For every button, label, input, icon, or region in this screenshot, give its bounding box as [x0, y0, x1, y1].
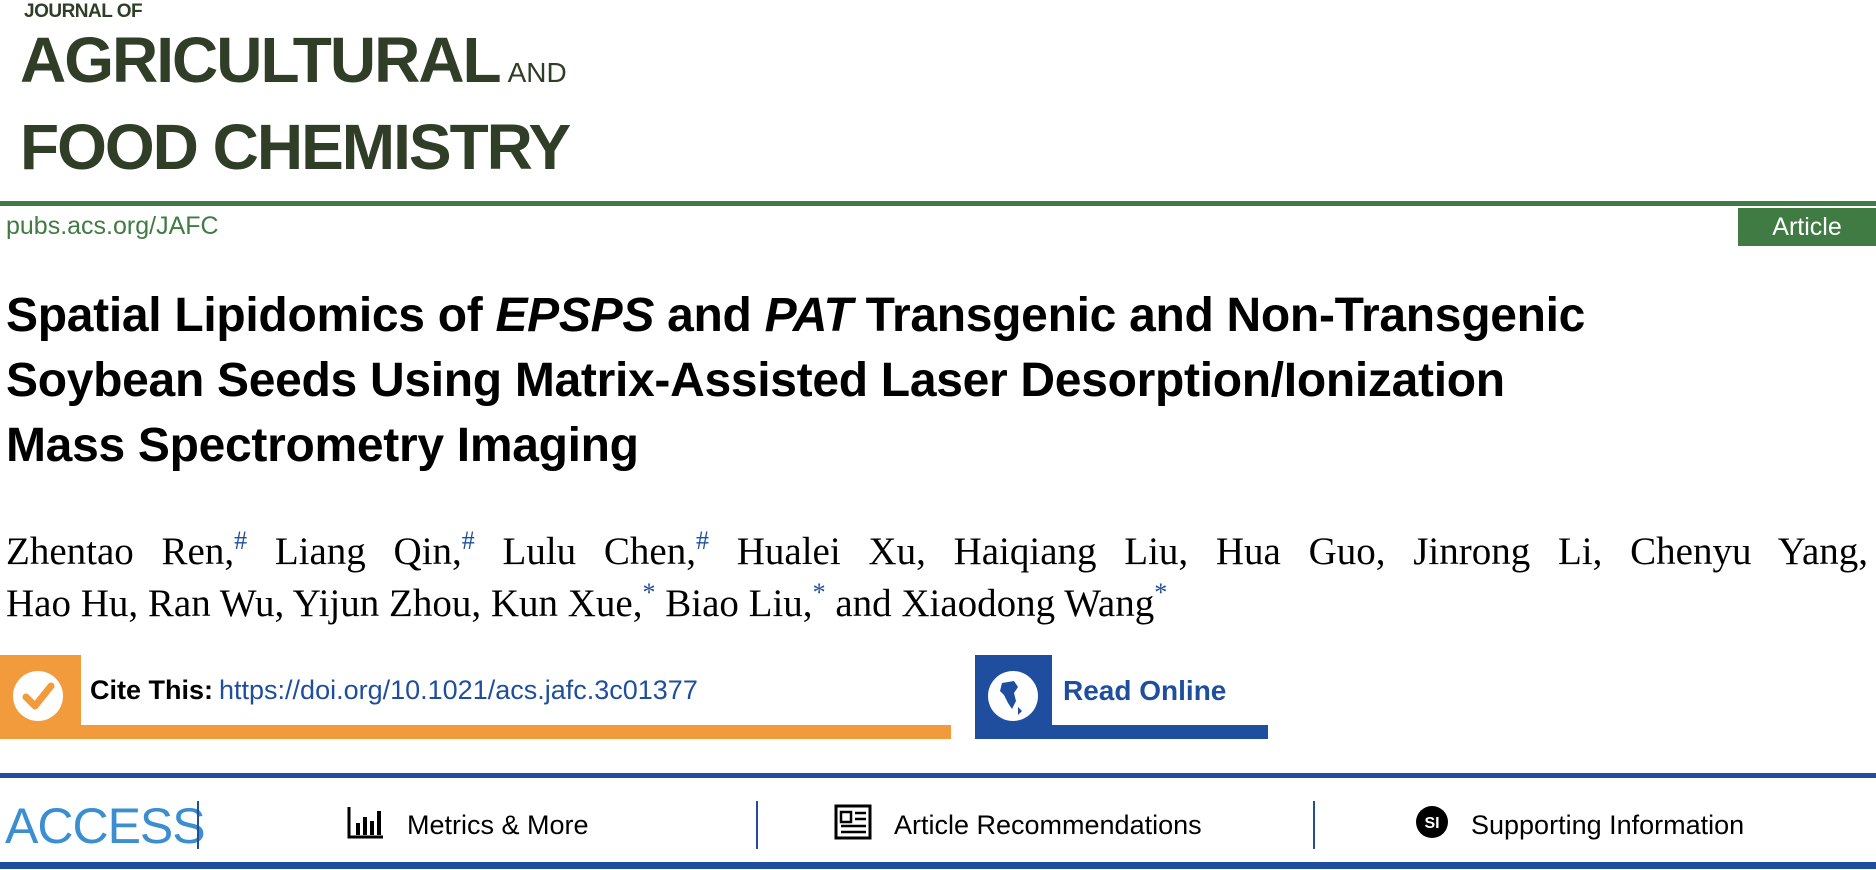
metrics-more-link[interactable]: Metrics & More	[347, 805, 589, 845]
read-online-label: Read Online	[1063, 675, 1227, 706]
author-list: Zhentao Ren,# Liang Qin,# Lulu Chen,# Hu…	[6, 526, 1868, 630]
title-text: and	[654, 289, 765, 342]
author-name-text: Zhentao Ren,	[6, 530, 235, 573]
author-name[interactable]: Ran Wu,	[148, 582, 284, 625]
logo-agricultural: AGRICULTURAL AND	[20, 23, 569, 110]
metrics-more-label: Metrics & More	[407, 809, 589, 840]
supporting-information-label: Supporting Information	[1471, 809, 1745, 840]
read-online-icon-box	[975, 655, 1052, 739]
author-name-text: Yijun Zhou,	[292, 582, 482, 625]
title-gene-epsps: EPSPS	[495, 289, 655, 342]
author-name-text: Ran Wu,	[147, 582, 285, 625]
corresponding-author-mark[interactable]: *	[642, 578, 656, 607]
title-text: Transgenic and Non-Transgenic	[852, 289, 1586, 342]
cite-this-text: Cite This:	[90, 675, 214, 705]
author-name[interactable]: Hua Guo,	[1216, 530, 1386, 573]
title-line-1: Spatial Lipidomics of EPSPS and PAT Tran…	[6, 283, 1585, 348]
equal-contribution-mark[interactable]: #	[461, 526, 475, 555]
access-divider	[756, 801, 758, 849]
corresponding-author-mark[interactable]: *	[1154, 578, 1168, 607]
article-type-badge: Article	[1738, 208, 1876, 246]
journal-logo[interactable]: JOURNAL OF AGRICULTURAL AND FOOD CHEMISTR…	[20, 0, 571, 185]
access-bottom-divider	[0, 862, 1876, 869]
author-name-text: Jinrong Li,	[1413, 530, 1603, 573]
author-name-text: and Xiaodong Wang	[835, 582, 1155, 625]
svg-text:SI: SI	[1424, 815, 1439, 832]
author-name-text: Lulu Chen,	[502, 530, 696, 573]
access-divider	[197, 801, 199, 849]
title-line-3: Mass Spectrometry Imaging	[6, 419, 639, 472]
title-line-2: Soybean Seeds Using Matrix-Assisted Lase…	[6, 354, 1505, 407]
author-name[interactable]: Kun Xue,*	[490, 578, 656, 625]
author-name[interactable]: Hao Hu,	[6, 582, 138, 625]
title-text: Spatial Lipidomics of	[6, 289, 496, 342]
checkmark-icon	[13, 671, 63, 721]
author-name[interactable]: Yijun Zhou,	[293, 582, 482, 625]
author-line-2: Hao Hu, Ran Wu, Yijun Zhou, Kun Xue,* Bi…	[6, 578, 1868, 630]
author-name-text: Biao Liu,	[665, 582, 813, 625]
globe-icon	[988, 671, 1038, 721]
equal-contribution-mark[interactable]: #	[234, 526, 248, 555]
logo-agricultural-text: AGRICULTURAL	[20, 24, 502, 96]
read-online-button[interactable]: Read Online	[975, 655, 1268, 739]
author-line-1: Zhentao Ren,# Liang Qin,# Lulu Chen,# Hu…	[6, 526, 1868, 578]
author-name[interactable]: Jinrong Li,	[1413, 530, 1602, 573]
journal-url-link[interactable]: pubs.acs.org/JAFC	[6, 212, 219, 240]
logo-and: AND	[507, 57, 567, 88]
author-name-text: Kun Xue,	[490, 582, 643, 625]
author-name[interactable]: Haiqiang Liu,	[954, 530, 1189, 573]
author-name[interactable]: Zhentao Ren,#	[6, 526, 247, 573]
access-divider	[1313, 801, 1315, 849]
cite-this-box: Cite This: https://doi.org/10.1021/acs.ja…	[0, 655, 951, 739]
supporting-information-link[interactable]: SI Supporting Information	[1415, 805, 1744, 845]
author-name-text: Hao Hu,	[6, 582, 139, 625]
title-gene-pat: PAT	[764, 289, 853, 342]
bar-chart-icon	[347, 805, 385, 846]
si-icon: SI	[1415, 805, 1449, 846]
author-name[interactable]: Biao Liu,*	[665, 578, 825, 625]
corresponding-author-mark[interactable]: *	[812, 578, 826, 607]
access-top-divider	[0, 773, 1876, 778]
author-name-text: Hualei Xu,	[736, 530, 926, 573]
author-name[interactable]: Liang Qin,#	[274, 526, 475, 573]
article-title: Spatial Lipidomics of EPSPS and PAT Tran…	[6, 283, 1585, 478]
article-recommendations-label: Article Recommendations	[894, 809, 1202, 840]
logo-food-chemistry: FOOD CHEMISTRY	[20, 111, 571, 183]
cite-underline	[0, 725, 951, 739]
author-name[interactable]: Lulu Chen,#	[502, 526, 709, 573]
newspaper-icon	[834, 804, 872, 847]
author-name[interactable]: Hualei Xu,	[737, 530, 926, 573]
author-name[interactable]: and Xiaodong Wang*	[835, 578, 1167, 625]
author-name[interactable]: Chenyu Yang,	[1630, 530, 1868, 573]
article-recommendations-link[interactable]: Article Recommendations	[834, 804, 1202, 847]
access-label: ACCESS	[5, 798, 206, 854]
cite-label: Cite This: https://doi.org/10.1021/acs.ja…	[90, 675, 698, 706]
logo-journal-of: JOURNAL OF	[24, 1, 143, 22]
equal-contribution-mark[interactable]: #	[695, 526, 709, 555]
author-name-text: Haiqiang Liu,	[953, 530, 1189, 573]
doi-link[interactable]: https://doi.org/10.1021/acs.jafc.3c01377	[219, 675, 698, 705]
author-name-text: Hua Guo,	[1215, 530, 1386, 573]
header-divider	[0, 201, 1876, 206]
cite-icon-box	[0, 655, 81, 739]
author-name-text: Liang Qin,	[274, 530, 462, 573]
author-name-text: Chenyu Yang,	[1630, 530, 1869, 573]
